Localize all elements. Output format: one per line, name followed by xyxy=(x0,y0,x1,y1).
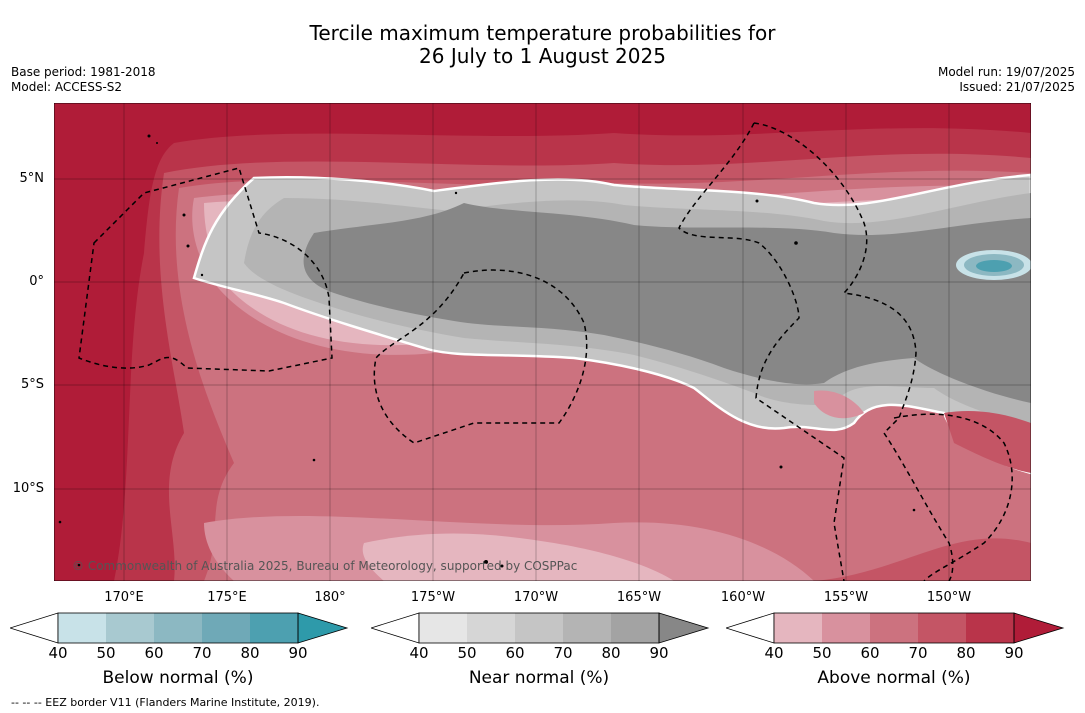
model-name: Model: ACCESS-S2 xyxy=(11,80,123,94)
below-tick-50: 50 xyxy=(96,644,116,662)
lon-label-160w: 160°W xyxy=(720,590,766,605)
near-tick-90: 90 xyxy=(649,644,669,662)
graticule xyxy=(54,103,1031,581)
title-line-2: 26 July to 1 August 2025 xyxy=(419,44,666,68)
islands xyxy=(58,134,916,568)
lat-label-10s: 10°S xyxy=(12,481,44,496)
lon-label-170e: 170°E xyxy=(104,590,144,605)
below-tick-40: 40 xyxy=(48,644,68,662)
near-80-region xyxy=(303,203,1031,403)
lat-label-5n: 5°N xyxy=(19,171,45,186)
base-period: Base period: 1981-2018 xyxy=(11,65,156,79)
above-tick-50: 50 xyxy=(812,644,832,662)
above-tick-60: 60 xyxy=(860,644,880,662)
map-title: Tercile maximum temperature probabilitie… xyxy=(0,22,1085,68)
lon-label-155w: 155°W xyxy=(823,590,869,605)
near-tick-60: 60 xyxy=(505,644,525,662)
below-80-patch xyxy=(976,260,1012,272)
above-40-south-patch xyxy=(362,533,674,581)
above-normal-caption: Above normal (%) xyxy=(817,668,971,688)
colorbar-below xyxy=(10,612,349,644)
lon-label-175w: 175°W xyxy=(410,590,456,605)
near-tick-80: 80 xyxy=(601,644,621,662)
issued-date: Issued: 21/07/2025 xyxy=(959,80,1075,94)
eez-footnote: -- -- -- EEZ border V11 (Flanders Marine… xyxy=(11,696,320,709)
meta-left: Base period: 1981-2018 Model: ACCESS-S2 xyxy=(11,65,156,95)
meta-right: Model run: 19/07/2025 Issued: 21/07/2025 xyxy=(938,65,1075,95)
near-tick-70: 70 xyxy=(553,644,573,662)
below-tick-60: 60 xyxy=(144,644,164,662)
near-tick-40: 40 xyxy=(409,644,429,662)
lat-label-5s: 5°S xyxy=(20,377,44,392)
colorbar-above xyxy=(726,612,1065,644)
lon-label-180: 180° xyxy=(314,590,346,605)
above-tick-90: 90 xyxy=(1004,644,1024,662)
above-tick-70: 70 xyxy=(908,644,928,662)
below-tick-80: 80 xyxy=(240,644,260,662)
lon-label-165w: 165°W xyxy=(616,590,662,605)
above-tick-80: 80 xyxy=(956,644,976,662)
title-line-1: Tercile maximum temperature probabilitie… xyxy=(309,21,776,45)
below-tick-90: 90 xyxy=(288,644,308,662)
near-normal-caption: Near normal (%) xyxy=(468,668,610,688)
copyright-text: © Commonwealth of Australia 2025, Bureau… xyxy=(72,559,577,573)
model-run: Model run: 19/07/2025 xyxy=(937,65,1075,79)
lat-label-0: 0° xyxy=(29,274,44,289)
near-tick-50: 50 xyxy=(457,644,477,662)
lon-label-170w: 170°W xyxy=(513,590,559,605)
above-patch-east xyxy=(814,390,864,419)
eez-borders xyxy=(78,122,1013,581)
above-patch-southeast xyxy=(944,411,1031,473)
below-tick-70: 70 xyxy=(192,644,212,662)
below-normal-caption: Below normal (%) xyxy=(102,668,254,688)
lon-label-175e: 175°E xyxy=(207,590,247,605)
above-tick-40: 40 xyxy=(764,644,784,662)
lon-label-150w: 150°W xyxy=(926,590,972,605)
colorbar-near xyxy=(371,612,710,644)
probability-map: © Commonwealth of Australia 2025, Bureau… xyxy=(54,103,1031,581)
